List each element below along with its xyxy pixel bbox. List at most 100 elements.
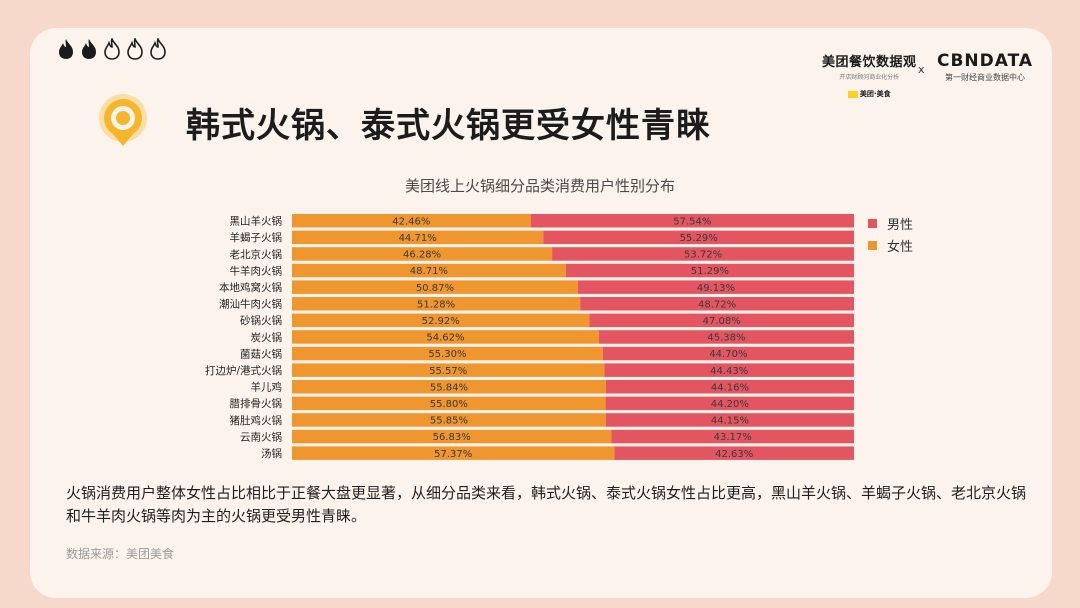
bar-female [292,346,603,361]
bar-female [292,214,531,228]
bar-female [292,280,578,294]
bar-male [580,297,854,311]
data-label-female: 51.28% [417,299,455,310]
bar-male [605,380,854,394]
bar-female [292,330,599,344]
data-label-female: 55.30% [428,349,466,360]
data-label-female: 48.71% [410,266,448,277]
data-label-male: 47.08% [703,316,741,327]
cbndata-logo-main: CBNDATA [937,51,1034,71]
data-label-male: 45.38% [707,333,745,344]
category-label: 羊蝎子火锅 [230,231,283,244]
bar-female [292,446,615,460]
data-label-male: 51.29% [691,266,729,277]
bar-male [605,413,854,427]
bar-female [292,380,606,394]
data-label-male: 48.72% [698,299,736,310]
data-label-female: 54.62% [426,333,464,344]
category-label: 炭火锅 [251,332,283,344]
category-label: 老北京火锅 [230,248,283,261]
logo-separator: x [918,63,925,76]
data-label-female: 52.92% [422,316,460,327]
bar-female [292,396,606,411]
legend-label-female: 女性 [887,239,914,255]
bar-female [292,363,605,377]
legend-swatch-male [868,218,877,228]
bar-female [292,263,566,278]
category-label: 打边炉/港式火锅 [205,364,282,377]
data-label-male: 42.63% [715,449,753,460]
chart-title: 美团线上火锅细分品类消费用户性别分布 [404,177,675,195]
data-label-male: 44.70% [709,349,747,360]
bar-female [292,297,581,311]
bar-male [611,429,854,444]
category-label: 砂锅火锅 [240,314,282,327]
data-label-female: 46.28% [403,250,441,261]
meituan-square-icon [847,90,858,98]
data-label-male: 53.72% [684,250,722,261]
cbndata-logo-sub: 第一财经商业数据中心 [945,73,1026,82]
meituan-logo: 美团餐饮数据观 开店财顾问商业化分析 美团·美食 [822,51,917,100]
bar-female [292,230,544,245]
category-label: 云南火锅 [240,430,282,443]
bar-male [577,280,854,294]
data-label-male: 49.13% [697,283,735,294]
data-label-female: 55.80% [430,399,468,410]
bar-male [604,363,854,377]
data-label-male: 44.16% [711,382,749,393]
data-source: 数据来源：美团美食 [66,547,175,561]
bar-female [292,429,612,444]
flame-icon [82,39,96,59]
bar-female [292,313,590,328]
rating-flames [56,38,168,60]
summary-text: 火锅消费用户整体女性占比相比于正餐大盘更显著，从细分品类来看，韩式火锅、泰式火锅… [66,484,1027,525]
legend-item-male: 男性 [868,212,913,234]
target-pin-icon [99,94,147,146]
legend-label-male: 男性 [887,217,914,233]
chart-legend: 男性 女性 [868,212,913,256]
data-label-female: 55.85% [430,416,468,427]
category-label: 菌菇火锅 [240,347,282,360]
bar-female [292,247,553,261]
page-title: 韩式火锅、泰式火锅更受女性青睐 [186,106,711,146]
bar-male [605,396,854,411]
data-label-female: 57.37% [434,449,472,460]
bar-male [598,330,854,344]
data-label-female: 50.87% [416,283,454,294]
meituan-logo-main: 美团餐饮数据观 [822,55,917,70]
bar-male [614,446,854,460]
bar-male [565,263,854,278]
data-label-male: 43.17% [714,432,752,443]
content-card [30,28,1052,598]
category-label: 黑山羊火锅 [230,215,283,228]
category-label: 猪肚鸡火锅 [230,414,283,427]
meituan-logo-mini: 美团·美食 [847,89,891,99]
cbndata-logo: CBNDATA 第一财经商业数据中心 [937,51,1033,83]
data-label-male: 44.43% [710,366,748,377]
bar-male [589,313,854,328]
flame-icon [150,38,166,60]
data-label-male: 57.54% [673,216,711,227]
category-label: 牛羊肉火锅 [230,264,283,277]
flame-icon [104,38,120,60]
data-label-female: 55.57% [429,366,467,377]
bar-male [552,247,854,261]
data-label-female: 56.83% [433,432,471,443]
bar-female [292,413,606,427]
data-label-female: 42.46% [392,216,430,227]
category-label: 潮汕牛肉火锅 [219,298,282,311]
category-label: 汤锅 [261,447,282,460]
bar-male [543,230,854,245]
legend-item-female: 女性 [868,234,913,256]
flame-icon [59,39,73,59]
data-label-female: 44.71% [399,233,437,244]
data-label-male: 44.20% [711,399,749,410]
bar-male [530,214,854,228]
data-label-male: 55.29% [680,233,718,244]
meituan-logo-mini-text: 美团·美食 [859,90,891,98]
meituan-logo-sub: 开店财顾问商业化分析 [839,74,900,81]
category-label: 本地鸡窝火锅 [219,281,282,294]
bar-male [602,346,854,361]
category-label: 腊排骨火锅 [230,397,283,410]
